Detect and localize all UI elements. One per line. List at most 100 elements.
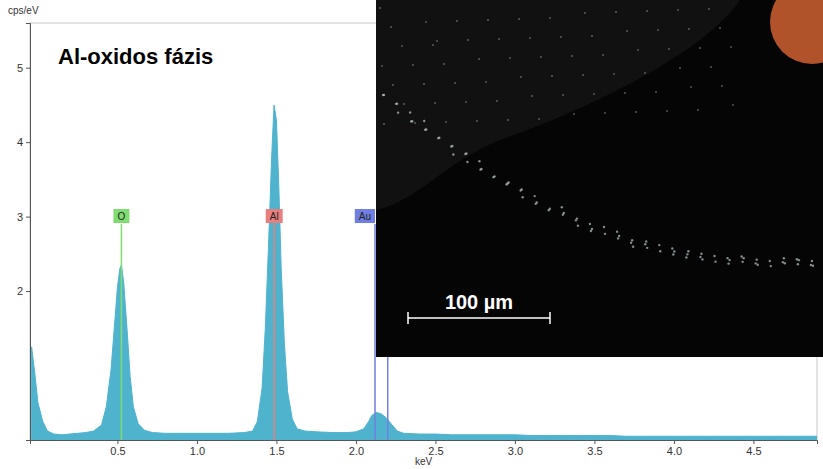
inset-particle: [710, 66, 712, 68]
inset-particle: [688, 28, 690, 30]
inset-grain: [770, 0, 823, 64]
x-tick: 4.0: [667, 440, 682, 457]
inset-particle: [507, 181, 509, 183]
inset-particle: [409, 111, 411, 113]
inset-particle: [784, 262, 786, 264]
inset-particle: [741, 261, 743, 263]
inset-particle: [658, 244, 660, 246]
inset-particle: [478, 160, 480, 162]
y-tick-mark: [26, 142, 30, 143]
inset-particle: [742, 257, 744, 259]
x-tick-label: 2.0: [349, 445, 364, 457]
inset-particle: [485, 81, 487, 83]
inset-particle: [551, 75, 553, 77]
inset-particle: [593, 93, 595, 95]
inset-particle: [507, 119, 509, 121]
inset-particle: [686, 253, 688, 255]
inset-particle: [810, 264, 812, 266]
x-tick: 1.5: [269, 440, 284, 457]
inset-particle: [573, 113, 575, 115]
inset-particle: [690, 86, 692, 88]
inset-particle: [679, 67, 681, 69]
inset-particle: [549, 208, 551, 210]
inset-particle: [487, 19, 489, 21]
inset-particle: [589, 223, 591, 225]
inset-particle: [584, 12, 586, 14]
element-label: Au: [359, 211, 371, 222]
inset-particle: [379, 7, 381, 9]
chart: OAlAu0.51.01.52.02.53.03.54.04.52345cps/…: [0, 0, 823, 469]
inset-particle: [657, 29, 659, 31]
inset-particle: [425, 21, 427, 23]
inset-particle: [796, 258, 798, 260]
x-tick-label: 1.0: [190, 445, 205, 457]
inset-particle: [769, 260, 771, 262]
inset-particle: [699, 47, 701, 49]
inset-particle: [478, 58, 480, 60]
x-tick-label: 2.5: [428, 445, 443, 457]
inset-particle: [520, 188, 522, 190]
inset-particle: [714, 260, 716, 262]
inset-particle: [432, 44, 434, 46]
x-tick-label: 3.0: [508, 445, 523, 457]
x-tick: 0.5: [110, 440, 125, 457]
element-label-box: [266, 209, 283, 223]
element-line: [121, 224, 123, 440]
x-tick-mark: [197, 440, 198, 444]
x-tick: 3.0: [508, 440, 523, 457]
inset-particle: [613, 73, 615, 75]
inset-particle: [466, 161, 468, 163]
y-tick-mark: [26, 291, 30, 292]
inset-particle: [390, 26, 392, 28]
inset-particle: [443, 63, 445, 65]
inset-particle: [701, 258, 703, 260]
inset-particle: [563, 212, 565, 214]
inset-particle: [783, 257, 785, 259]
inset-particle: [498, 38, 500, 40]
inset-particle: [451, 145, 453, 147]
element-label: O: [118, 211, 126, 222]
y-tick-mark: [26, 217, 30, 218]
inset-particle: [756, 258, 758, 260]
inset-particle: [624, 92, 626, 94]
inset-particle: [632, 246, 634, 248]
inset-particle: [520, 76, 522, 78]
inset-image: 100 µm: [370, 0, 823, 357]
x-tick-label: 1.5: [269, 445, 284, 457]
x-axis-title: keV: [415, 456, 433, 467]
inset-particle: [726, 257, 728, 259]
inset-particle: [403, 103, 405, 105]
inset-particle: [529, 37, 531, 39]
inset-particle: [617, 237, 619, 239]
y-axis-line: [26, 24, 31, 441]
inset-particle: [397, 111, 399, 113]
inset-particle: [740, 255, 742, 257]
inset-particle: [666, 110, 668, 112]
inset-particle: [616, 230, 618, 232]
inset-particle: [797, 263, 799, 265]
inset-particle: [591, 228, 593, 230]
inset-particle: [655, 91, 657, 93]
inset-particle: [699, 256, 701, 258]
inset-particle: [719, 27, 721, 29]
inset-particle: [754, 262, 756, 264]
inset-particle: [626, 30, 628, 32]
inset-particle: [687, 250, 689, 252]
x-axis-line: [31, 441, 818, 445]
inset-particle: [493, 175, 495, 177]
inset-particle: [452, 153, 454, 155]
x-tick: 4.5: [746, 440, 761, 457]
inset-particle: [465, 152, 467, 154]
inset-particle: [401, 45, 403, 47]
y-tick: 2: [17, 285, 30, 297]
x-tick-mark: [276, 440, 277, 444]
x-tick: 2.5: [428, 440, 443, 457]
inset-particle: [465, 101, 467, 103]
scale-bar-end: [549, 312, 551, 324]
inset-particle: [602, 54, 604, 56]
inset-particle: [635, 111, 637, 113]
inset-particle: [644, 243, 646, 245]
inset-particle: [672, 253, 674, 255]
x-tick-mark: [594, 440, 595, 444]
inset-particle: [411, 120, 413, 122]
